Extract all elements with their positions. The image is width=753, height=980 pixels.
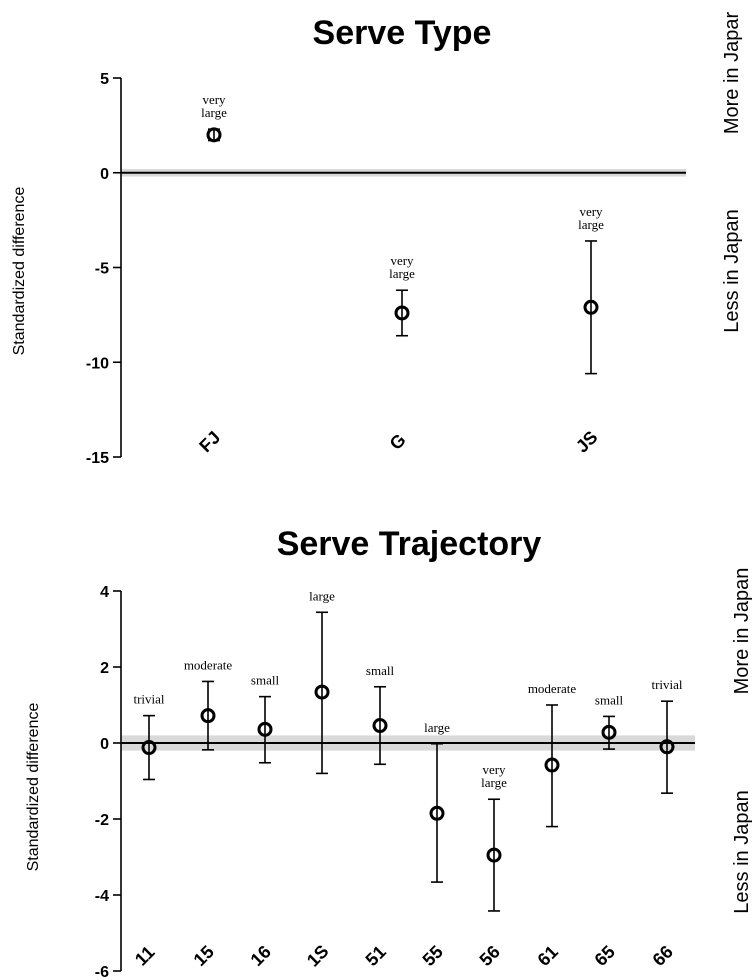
x-category-label: 55 — [419, 942, 447, 970]
effect-size-label: small — [595, 692, 624, 707]
y-tick-label: -10 — [86, 355, 109, 372]
serve-trajectory-chart: Serve Trajectory Standardized difference… — [25, 525, 753, 980]
chart-title: Serve Type — [313, 14, 492, 52]
x-category-label: 16 — [247, 942, 275, 970]
data-point — [429, 805, 445, 821]
y-tick-label: -2 — [95, 812, 109, 829]
data-point — [394, 305, 410, 321]
data-point — [257, 721, 273, 737]
chart-title: Serve Trajectory — [277, 525, 542, 563]
data-point — [583, 299, 599, 315]
effect-size-label: small — [251, 673, 280, 688]
serve-type-chart: Serve Type Standardized difference More … — [11, 12, 743, 467]
y-tick-label: 2 — [100, 660, 109, 677]
effect-size-label: trivial — [133, 692, 164, 707]
y-tick-label: -15 — [86, 450, 109, 467]
data-point — [314, 684, 330, 700]
data-point — [141, 740, 157, 756]
effect-size-label: very large — [481, 762, 507, 790]
upper-side-label: More in Japan — [731, 568, 753, 695]
effect-size-label: small — [366, 663, 395, 678]
effect-size-label: very large — [578, 204, 604, 232]
lower-side-label: Less in Japan — [721, 209, 743, 332]
x-category-label: 15 — [190, 942, 218, 970]
y-tick-label: -4 — [95, 888, 109, 905]
data-point — [206, 127, 222, 143]
y-tick-label: 0 — [100, 736, 109, 753]
data-point — [544, 757, 560, 773]
effect-size-label: large — [424, 720, 450, 735]
y-tick-label: 0 — [100, 166, 109, 183]
data-point — [659, 739, 675, 755]
y-tick-label: -5 — [95, 261, 109, 278]
data-point — [601, 724, 617, 740]
x-category-label: 66 — [649, 942, 677, 970]
x-category-label: FJ — [195, 427, 224, 456]
x-category-label: 61 — [534, 942, 562, 970]
data-point — [200, 708, 216, 724]
x-category-label: 51 — [362, 942, 390, 970]
lower-side-label: Less in Japan — [731, 790, 753, 913]
x-category-label: 11 — [131, 942, 159, 970]
upper-side-label: More in Japar — [721, 12, 743, 135]
effect-size-label: moderate — [184, 657, 233, 672]
y-tick-label: -6 — [95, 964, 109, 980]
x-category-label: JS — [572, 427, 602, 457]
effect-size-label: very large — [389, 253, 415, 281]
data-point — [486, 847, 502, 863]
x-category-label: 1S — [303, 941, 333, 971]
effect-size-label: very large — [201, 92, 227, 120]
y-tick-label: 4 — [100, 584, 109, 601]
y-axis-label: Standardized difference — [25, 703, 42, 872]
effect-size-label: large — [309, 588, 335, 603]
effect-size-label: trivial — [651, 677, 682, 692]
x-category-label: G — [386, 430, 410, 454]
x-category-label: 56 — [476, 942, 504, 970]
data-point — [372, 718, 388, 734]
y-tick-label: 5 — [100, 71, 109, 88]
x-category-label: 65 — [591, 942, 619, 970]
y-axis-label: Standardized difference — [11, 187, 28, 356]
effect-size-label: moderate — [528, 681, 577, 696]
